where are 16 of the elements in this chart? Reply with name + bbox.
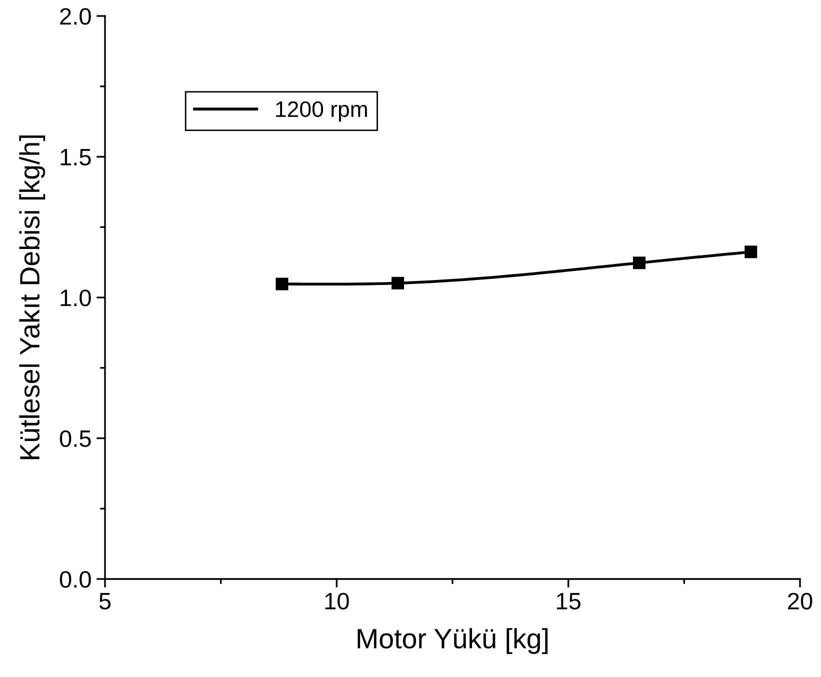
x-tick-label: 20	[788, 592, 812, 610]
x-tick-label: 10	[325, 592, 349, 610]
legend-label: 1200 rpm	[276, 101, 367, 122]
point	[392, 276, 404, 290]
y-axis-title: Kütlesel Yakıt Debisi [kg/h]	[19, 136, 46, 460]
x-axis-title: Motor Yükü [kg]	[358, 628, 548, 654]
point	[744, 246, 758, 258]
x-tick-label: 15	[557, 593, 580, 610]
point	[276, 278, 288, 290]
x-tick-label: 5	[99, 593, 111, 610]
y-tick-label: 1.5	[60, 149, 91, 166]
y-tick-label: 0.5	[60, 430, 91, 448]
y-tick-label: 2.0	[60, 8, 91, 25]
y-tick-label: 0.0	[60, 571, 91, 588]
point	[632, 256, 646, 270]
y-tick-label: 1.0	[60, 290, 91, 306]
